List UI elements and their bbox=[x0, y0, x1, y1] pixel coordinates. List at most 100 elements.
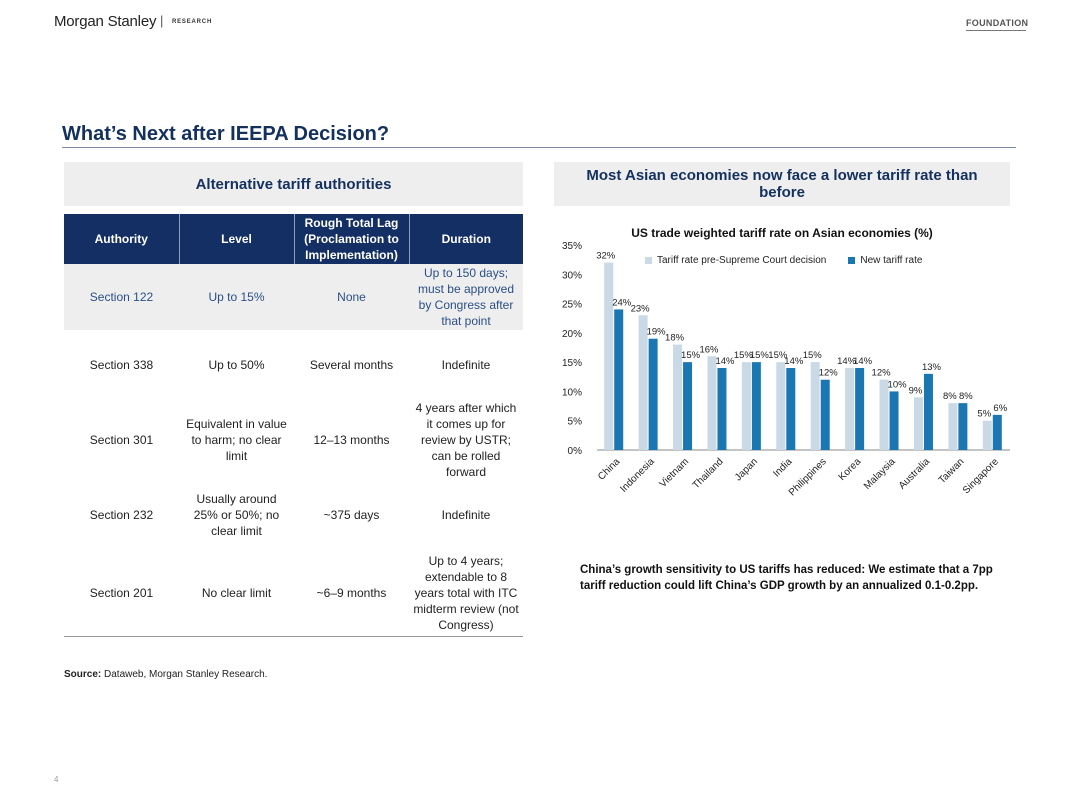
legend-label: Tariff rate pre-Supreme Court decision bbox=[657, 255, 827, 266]
bar-pre-decision bbox=[948, 403, 958, 450]
data-label: 6% bbox=[993, 403, 1007, 414]
y-tick-label: 5% bbox=[568, 417, 583, 428]
bar-new-rate bbox=[614, 309, 624, 450]
table-row: Section 338 Up to 50% Several months Ind… bbox=[64, 330, 523, 400]
y-tick-label: 0% bbox=[568, 446, 583, 457]
data-label: 32% bbox=[596, 251, 616, 262]
y-tick-label: 20% bbox=[562, 329, 582, 340]
level-cell: Equivalent in value to harm; no clear li… bbox=[186, 417, 287, 463]
bar-new-rate bbox=[751, 362, 761, 450]
column-header: Authority bbox=[64, 214, 180, 264]
data-label: 14% bbox=[853, 356, 873, 367]
table-row: Section 301 Equivalent in value to harm;… bbox=[64, 400, 523, 480]
page-number: 4 bbox=[54, 775, 59, 784]
bar-pre-decision bbox=[879, 379, 889, 450]
x-tick-label: Indonesia bbox=[618, 456, 657, 495]
duration-cell: Up to 150 days; must be approved by Cong… bbox=[409, 264, 523, 330]
authority-cell: Section 122 bbox=[64, 264, 179, 330]
data-label: 13% bbox=[922, 362, 942, 373]
y-tick-label: 10% bbox=[562, 387, 582, 398]
data-label: 8% bbox=[959, 391, 973, 402]
data-label: 16% bbox=[699, 344, 719, 355]
x-tick-label: Taiwan bbox=[937, 456, 967, 486]
level-cell: Usually around 25% or 50%; no clear limi… bbox=[193, 492, 280, 538]
table-header-row: Authority Level Rough Total Lag (Proclam… bbox=[64, 214, 523, 264]
brand-subtitle: RESEARCH bbox=[172, 19, 213, 25]
legend-swatch bbox=[848, 257, 856, 264]
legend-item-new: New tariff rate bbox=[848, 255, 922, 266]
x-tick-label: India bbox=[771, 456, 794, 479]
bar-pre-decision bbox=[776, 362, 786, 450]
bar-pre-decision bbox=[810, 362, 820, 450]
legend-label: New tariff rate bbox=[860, 255, 923, 266]
x-tick-label: Japan bbox=[733, 456, 760, 483]
level-cell: Up to 15% bbox=[179, 264, 294, 330]
bar-pre-decision bbox=[741, 362, 751, 450]
data-label: 12% bbox=[819, 368, 839, 379]
data-label: 14% bbox=[715, 356, 735, 367]
title-divider bbox=[62, 147, 1016, 148]
x-tick-label: Singapore bbox=[961, 456, 1001, 496]
x-tick-label: Korea bbox=[837, 456, 864, 483]
x-tick-label: Vietnam bbox=[658, 456, 692, 490]
lag-cell: 12–13 months bbox=[313, 433, 390, 447]
bar-pre-decision bbox=[982, 420, 992, 450]
bar-new-rate bbox=[958, 403, 968, 450]
data-label: 15% bbox=[681, 350, 701, 361]
data-label: 15% bbox=[768, 350, 788, 361]
duration-cell: 4 years after which it comes up for revi… bbox=[415, 401, 517, 479]
lag-cell: None bbox=[294, 264, 409, 330]
y-tick-label: 15% bbox=[562, 358, 582, 369]
source-text: Dataweb, Morgan Stanley Research. bbox=[104, 669, 268, 680]
level-cell: No clear limit bbox=[179, 550, 294, 637]
data-label: 8% bbox=[943, 391, 957, 402]
source-note: Source: Dataweb, Morgan Stanley Research… bbox=[64, 669, 267, 680]
bar-new-rate bbox=[855, 368, 865, 450]
right-panel-title: Most Asian economies now face a lower ta… bbox=[554, 162, 1010, 206]
legend-item-pre: Tariff rate pre-Supreme Court decision bbox=[645, 255, 826, 266]
lag-cell: Several months bbox=[309, 358, 394, 372]
y-tick-label: 30% bbox=[562, 270, 582, 281]
bar-new-rate bbox=[648, 338, 658, 450]
bar-new-rate bbox=[786, 368, 796, 450]
bar-pre-decision bbox=[845, 368, 855, 450]
column-header: Level bbox=[179, 214, 295, 264]
bar-pre-decision bbox=[913, 397, 923, 450]
x-tick-label: Philippines bbox=[787, 456, 829, 498]
data-label: 14% bbox=[837, 356, 857, 367]
level-cell: Up to 50% bbox=[208, 358, 265, 372]
column-header: Rough Total Lag (Proclamation to Impleme… bbox=[294, 214, 410, 264]
brand-logo: Morgan Stanley bbox=[54, 13, 157, 30]
table-row: Section 232 Usually around 25% or 50%; n… bbox=[64, 480, 523, 550]
lag-cell: ~6–9 months bbox=[294, 550, 409, 637]
data-label: 24% bbox=[612, 297, 632, 308]
bar-pre-decision bbox=[707, 356, 717, 450]
tariff-rate-chart: 0% 5% 10% 15% 20% 25% 30% 35% 32% 24% China 23% 19% I… bbox=[562, 241, 1010, 498]
data-label: 15% bbox=[734, 350, 754, 361]
foundation-underline bbox=[966, 30, 1026, 31]
left-panel-title: Alternative tariff authorities bbox=[64, 162, 523, 206]
authority-cell: Section 232 bbox=[89, 508, 154, 522]
bar-new-rate bbox=[820, 379, 830, 450]
duration-cell: Indefinite bbox=[441, 358, 491, 372]
chart-legend: Tariff rate pre-Supreme Court decision N… bbox=[645, 255, 922, 266]
column-header: Duration bbox=[409, 214, 523, 264]
y-tick-label: 25% bbox=[562, 300, 582, 311]
bar-pre-decision bbox=[673, 344, 683, 450]
bar-pre-decision bbox=[638, 315, 648, 450]
lag-cell: ~375 days bbox=[323, 508, 380, 522]
source-label: Source: bbox=[64, 669, 102, 680]
authority-cell: Section 201 bbox=[64, 550, 179, 637]
data-label: 9% bbox=[909, 385, 923, 396]
tariff-authorities-table: Authority Level Rough Total Lag (Proclam… bbox=[64, 214, 523, 637]
legend-swatch bbox=[645, 257, 652, 264]
bar-new-rate bbox=[923, 373, 933, 450]
table-row: Section 201 No clear limit ~6–9 months U… bbox=[64, 550, 523, 637]
data-label: 5% bbox=[977, 409, 991, 420]
bar-new-rate bbox=[992, 414, 1002, 450]
x-tick-label: Australia bbox=[897, 456, 933, 492]
brand-separator: | bbox=[160, 13, 164, 28]
data-label: 19% bbox=[647, 327, 667, 338]
page-title: What’s Next after IEEPA Decision? bbox=[62, 123, 390, 145]
x-tick-label: China bbox=[596, 456, 623, 483]
